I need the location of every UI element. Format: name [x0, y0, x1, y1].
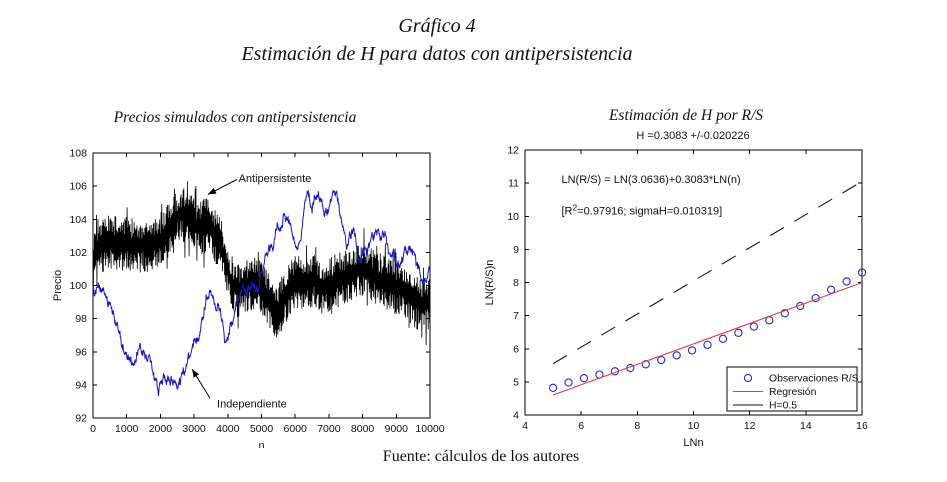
x-tick-label: 7000	[317, 423, 341, 435]
legend-label: Observaciones R/S	[769, 374, 859, 385]
x-tick-label: 2000	[149, 423, 173, 435]
y-tick-label: 4	[513, 410, 519, 422]
chart-subtitle: H =0.3083 +/-0.020226	[636, 130, 749, 142]
x-tick-label: 4	[522, 420, 528, 432]
scatter-point	[749, 322, 759, 331]
annotation-arrow-1-head	[192, 369, 199, 378]
y-tick-label: 102	[69, 247, 87, 259]
x-tick-label: 8000	[351, 423, 375, 435]
x-tick-label: 8	[634, 420, 640, 432]
y-tick-label: 7	[513, 310, 519, 322]
x-tick-label: 4000	[216, 423, 240, 435]
y-axis-label: LN(R/S)n	[484, 260, 496, 306]
x-tick-label: 5000	[250, 423, 274, 435]
y-tick-label: 106	[69, 181, 87, 193]
y-tick-label: 108	[69, 148, 87, 160]
scatter-point	[734, 328, 743, 337]
series-line-regresi-n	[552, 282, 863, 396]
scatter-point	[687, 346, 697, 355]
x-tick-label: 10000	[415, 423, 444, 435]
scatter-point	[842, 277, 851, 286]
annotation-arrow-0-head	[207, 187, 217, 195]
y-tick-label: 5	[513, 376, 519, 388]
equation-annotation-1: [R2=0.97916; sigmaH=0.010319]	[562, 203, 723, 218]
figure-header: Gráfico 4 Estimación de H para datos con…	[241, 12, 632, 68]
y-tick-label: 100	[69, 280, 87, 292]
scatter-point	[672, 351, 681, 360]
y-tick-label: 98	[75, 313, 87, 325]
x-tick-label: 3000	[182, 423, 206, 435]
chart-estimacion-h-rs: 4 6 8 10 12 14 16 4 5 6 7 8 9 10 11 12 Estimación de H p…	[484, 107, 868, 448]
scatter-point	[657, 355, 666, 365]
scatter-point	[579, 374, 589, 383]
x-tick-label: 10	[688, 420, 700, 432]
y-axis-label: Precio	[52, 270, 64, 301]
y-tick-label: 94	[75, 379, 87, 391]
y-tick-label: 104	[69, 214, 87, 226]
y-tick-label: 8	[513, 277, 519, 289]
scatter-point	[564, 378, 573, 387]
y-tick-label: 9	[513, 244, 519, 256]
x-tick-label: 14	[800, 420, 812, 432]
figure-source: Fuente: cálculos de los autores	[382, 448, 580, 465]
figure-number: Gráfico 4	[398, 15, 476, 37]
legend-label: Regresión	[769, 387, 817, 398]
series-line-h-0-5	[552, 180, 863, 365]
y-tick-label: 11	[508, 178, 519, 190]
y-tick-label: 12	[507, 145, 519, 157]
figure-title: Estimación de H para datos con antipersi…	[241, 43, 633, 65]
annotation-label: Antipersistente	[239, 173, 312, 185]
x-axis-label: n	[258, 440, 264, 448]
scatter-point	[718, 334, 728, 343]
series-independiente	[92, 189, 431, 397]
legend-marker-circle	[743, 373, 753, 383]
legend-label: H=0.5	[769, 401, 797, 412]
y-tick-label: 6	[513, 343, 519, 355]
x-tick-label: 1000	[115, 423, 139, 435]
y-tick-label: 96	[75, 346, 87, 358]
scatter-point	[780, 309, 789, 318]
x-tick-label: 16	[856, 420, 868, 432]
x-axis-label: LNn	[683, 437, 703, 448]
chart-title: Estimación de H por R/S	[608, 107, 763, 124]
annotation-label: Independiente	[217, 398, 287, 410]
chart-precios-simulados: 0 1000 2000 3000 4000 5000 6000 7000 8000 9000 100…	[52, 109, 445, 448]
y-tick-label: 10	[507, 211, 519, 223]
chart-title: Precios simulados con antipersistencia	[113, 109, 357, 126]
y-tick-label: 92	[75, 413, 87, 425]
x-tick-label: 6	[578, 420, 584, 432]
scatter-point	[548, 383, 558, 392]
equation-annotation-0: LN(R/S) = LN(3.0636)+0.3083*LN(n)	[562, 174, 741, 186]
scatter-point	[703, 340, 712, 349]
x-tick-label: 6000	[284, 423, 308, 435]
x-tick-label: 0	[90, 423, 96, 435]
scatter-point	[857, 268, 867, 277]
x-tick-label: 9000	[385, 423, 409, 435]
x-tick-label: 12	[744, 420, 756, 432]
